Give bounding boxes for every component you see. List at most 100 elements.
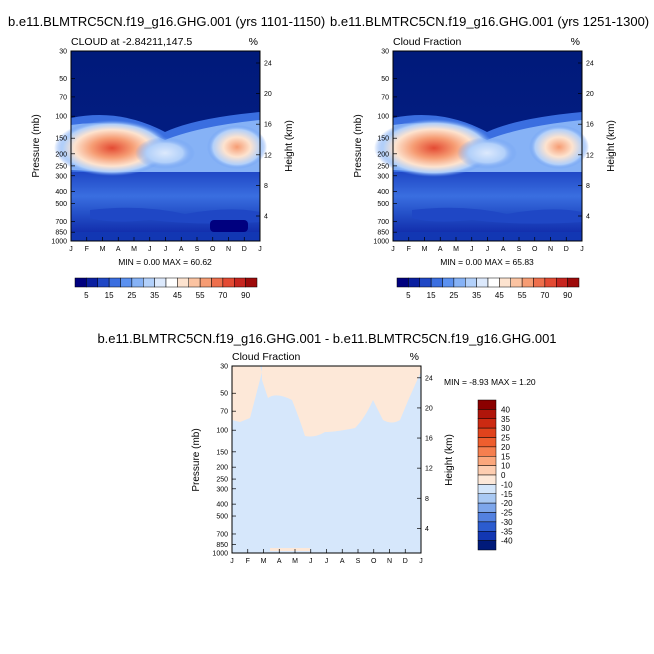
- field-lowcloud-band: [412, 207, 582, 224]
- pressure-tick-label: 700: [216, 531, 228, 538]
- month-tick-label: S: [356, 558, 361, 565]
- month-tick-label: J: [309, 558, 313, 565]
- month-tick-label: O: [210, 246, 216, 253]
- panel-2-ylabel: Pressure (mb): [353, 114, 364, 177]
- month-tick-label: F: [407, 246, 411, 253]
- height-tick-label: 16: [425, 436, 433, 443]
- month-tick-label: A: [277, 558, 282, 565]
- height-tick-label: 4: [264, 214, 268, 221]
- height-tick-label: 24: [586, 61, 594, 68]
- colorbar-swatch: [108, 277, 121, 288]
- panel-1-field: [54, 50, 267, 242]
- colorbar-label: 5: [84, 291, 89, 300]
- colorbar-swatch: [86, 277, 98, 288]
- colorbar-label: 25: [127, 291, 136, 300]
- colorbar-swatch: [533, 277, 546, 288]
- pressure-tick-label: 30: [59, 49, 67, 56]
- panel-1-subtitle-left: CLOUD at -2.84211,147.5: [71, 36, 192, 48]
- height-tick-label: 4: [425, 526, 429, 533]
- height-tick-label: 8: [586, 183, 590, 190]
- month-tick-label: J: [325, 558, 329, 565]
- colorbar-label: 10: [501, 462, 510, 471]
- month-tick-label: J: [148, 246, 152, 253]
- panel-3-height-ticks: 24 20 16 12 8 4: [417, 375, 433, 533]
- colorbar-label: 5: [406, 291, 411, 300]
- pressure-tick-label: 500: [377, 201, 389, 208]
- month-tick-label: A: [179, 246, 184, 253]
- colorbar-swatch: [211, 277, 224, 288]
- colorbar-label: -40: [501, 537, 513, 546]
- month-tick-label: A: [116, 246, 121, 253]
- pressure-tick-label: 400: [216, 502, 228, 509]
- panel-3-subtitle-right: %: [410, 351, 419, 363]
- colorbar-swatch: [477, 456, 497, 466]
- colorbar-label: 90: [241, 291, 250, 300]
- height-tick-label: 16: [586, 122, 594, 129]
- colorbar-label: 90: [563, 291, 572, 300]
- pressure-tick-label: 1000: [373, 239, 389, 246]
- colorbar-swatch: [477, 531, 497, 541]
- panel-1-subtitle-right: %: [249, 36, 258, 48]
- colorbar-swatch: [567, 277, 580, 288]
- field-positive-region-surface: [270, 548, 310, 551]
- colorbar-label: -20: [501, 499, 513, 508]
- colorbar-label: -30: [501, 518, 513, 527]
- month-tick-label: N: [226, 246, 231, 253]
- pressure-tick-label: 400: [55, 189, 67, 196]
- height-tick-label: 4: [586, 214, 590, 221]
- pressure-tick-label: 30: [381, 49, 389, 56]
- month-tick-label: J: [486, 246, 490, 253]
- panel-3-pressure-ticks: 30 50 70 100 150 200 250 300 400 500 700 850 1000: [212, 364, 236, 558]
- pressure-tick-label: 700: [377, 219, 389, 226]
- pressure-tick-label: 1000: [212, 551, 228, 558]
- colorbar-swatch: [97, 277, 110, 288]
- colorbar-swatch: [477, 409, 497, 419]
- pressure-tick-label: 850: [216, 542, 228, 549]
- panel-3-stats: MIN = -8.93 MAX = 1.20: [444, 377, 536, 387]
- month-tick-label: J: [419, 558, 423, 565]
- panel-1-ylabel-right: Height (km): [284, 120, 295, 172]
- month-tick-label: D: [242, 246, 247, 253]
- month-tick-label: J: [164, 246, 168, 253]
- pressure-tick-label: 50: [220, 391, 228, 398]
- field-dec-cell: [207, 125, 267, 169]
- colorbar-swatch: [430, 277, 443, 288]
- panel-3-field: [231, 365, 422, 554]
- pressure-tick-label: 100: [377, 114, 389, 121]
- colorbar-swatch: [477, 474, 497, 485]
- colorbar-swatch: [120, 277, 133, 288]
- pressure-tick-label: 300: [55, 173, 67, 180]
- panel-3-ylabel-right: Height (km): [444, 434, 455, 486]
- colorbar-label: 35: [150, 291, 159, 300]
- height-tick-label: 20: [264, 91, 272, 98]
- colorbar-swatch: [477, 540, 497, 551]
- month-tick-label: D: [403, 558, 408, 565]
- month-tick-label: J: [69, 246, 73, 253]
- colorbar-label: 15: [427, 291, 436, 300]
- field-low-min-cell: [210, 220, 248, 232]
- field-jul-cell: [135, 137, 195, 169]
- pressure-tick-label: 150: [216, 449, 228, 456]
- pressure-tick-label: 50: [59, 76, 67, 83]
- height-tick-label: 24: [264, 61, 272, 68]
- colorbar-label: 35: [472, 291, 481, 300]
- month-tick-label: M: [261, 558, 267, 565]
- colorbar-swatch: [476, 277, 489, 288]
- pressure-tick-label: 70: [59, 94, 67, 101]
- colorbar-swatch: [556, 277, 568, 288]
- panel-2-title: b.e11.BLMTRC5CN.f19_g16.GHG.001 (yrs 125…: [330, 14, 649, 29]
- pressure-tick-label: 500: [216, 514, 228, 521]
- colorbar-label: 70: [540, 291, 549, 300]
- colorbar-label: -15: [501, 490, 513, 499]
- month-tick-label: S: [195, 246, 200, 253]
- colorbar-label: 0: [501, 471, 506, 480]
- colorbar-swatch: [165, 277, 178, 288]
- pressure-tick-label: 70: [220, 409, 228, 416]
- pressure-tick-label: 300: [216, 486, 228, 493]
- colorbar-swatch: [143, 277, 155, 288]
- panel-3: b.e11.BLMTRC5CN.f19_g16.GHG.001 - b.e11.…: [97, 331, 556, 565]
- month-tick-label: A: [340, 558, 345, 565]
- colorbar-label: 25: [501, 434, 510, 443]
- panel-1-stats: MIN = 0.00 MAX = 60.62: [118, 257, 212, 267]
